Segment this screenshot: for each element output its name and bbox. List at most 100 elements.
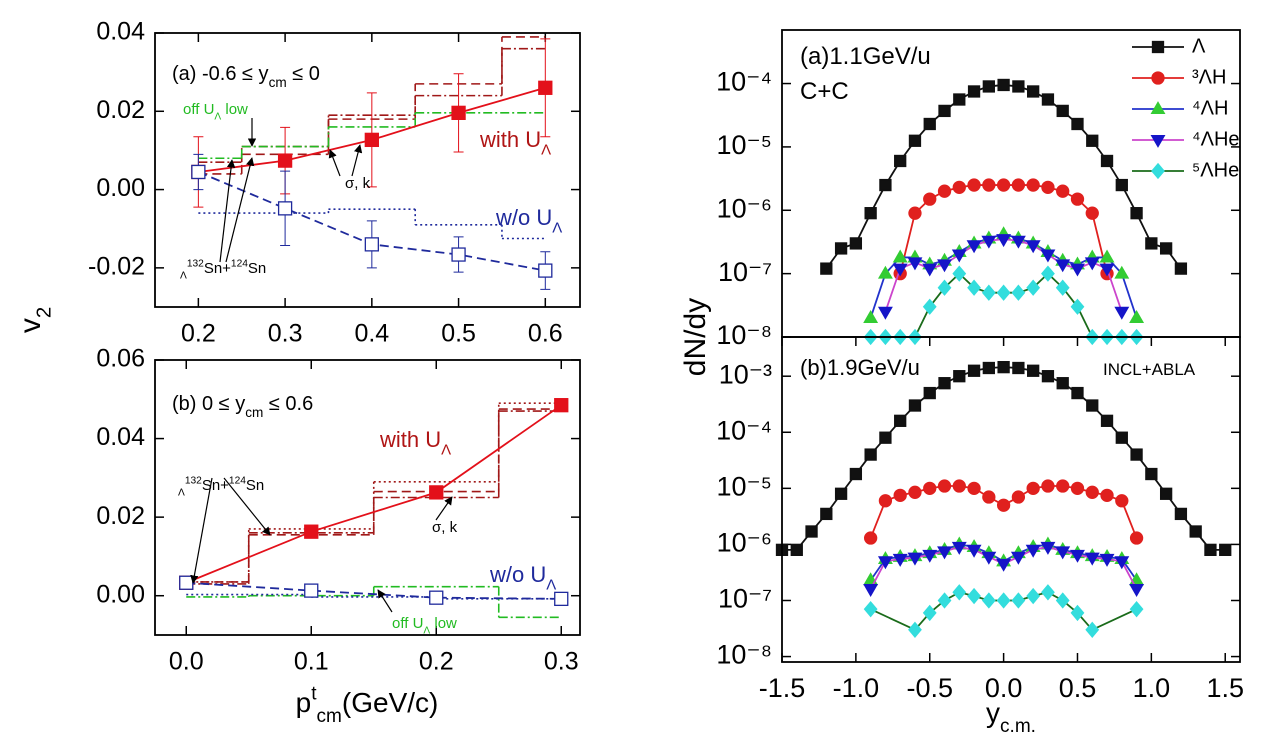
label-text: (a) -0.6 ≤ ycm ≤ 0 <box>172 63 320 90</box>
data-marker <box>1041 180 1055 195</box>
data-marker <box>1055 592 1070 609</box>
text-part: cm <box>317 706 342 727</box>
text-part: 124 <box>231 258 248 269</box>
text-part: Λ <box>541 142 551 159</box>
text-part: y <box>986 697 1000 728</box>
data-marker <box>1011 284 1026 301</box>
x-tick-label: 1.5 <box>1206 673 1244 703</box>
data-marker <box>907 552 923 566</box>
text-part: σ, k <box>345 175 371 192</box>
label-text: (b)1.9GeV/u <box>800 355 920 380</box>
data-marker <box>996 558 1012 572</box>
data-marker <box>967 364 981 377</box>
y-tick-label: 10⁻³ <box>719 359 772 389</box>
y-tick-label: 10⁻⁷ <box>718 584 772 614</box>
text-part: Λ <box>180 270 187 281</box>
text-part: 2 <box>34 307 56 318</box>
y-tick-label: 0.02 <box>96 96 145 124</box>
data-marker <box>1085 621 1100 638</box>
data-marker <box>1159 487 1173 500</box>
data-marker <box>1056 377 1069 390</box>
text-part: v <box>14 318 47 333</box>
data-marker <box>790 543 803 557</box>
data-marker <box>820 507 833 521</box>
data-marker <box>1071 117 1084 131</box>
label-text: v2 <box>14 307 56 333</box>
data-marker <box>364 132 379 148</box>
data-marker <box>1041 584 1055 601</box>
data-marker <box>451 247 466 262</box>
label-text: ptcm(GeV/c) <box>296 683 439 726</box>
data-marker <box>923 192 937 206</box>
text-part: σ, k <box>432 519 458 536</box>
data-marker <box>937 259 952 273</box>
data-marker <box>1040 249 1056 263</box>
text-part: 132 <box>185 475 202 486</box>
data-marker <box>937 546 952 560</box>
data-marker <box>179 575 194 590</box>
data-marker <box>429 485 444 500</box>
text-part: p <box>296 687 312 718</box>
legend-label: ³ΛH <box>1192 66 1226 88</box>
data-marker <box>1099 249 1115 263</box>
label-text: off UΛ low <box>392 615 457 636</box>
data-marker <box>1025 544 1041 558</box>
text-part: off U <box>392 615 423 632</box>
text-part: Λ <box>423 625 430 636</box>
data-marker <box>1129 531 1144 545</box>
pointer-arrow <box>435 496 453 521</box>
text-part: ≤ 0.6 <box>263 393 313 415</box>
x-tick-label: 0.1 <box>294 648 329 676</box>
data-marker <box>1100 414 1114 427</box>
data-marker <box>1055 259 1071 273</box>
data-marker <box>982 80 995 93</box>
data-marker <box>1129 310 1145 323</box>
data-marker <box>1204 543 1217 557</box>
data-marker <box>429 590 444 605</box>
data-marker <box>878 494 893 508</box>
pointer-arrow <box>351 144 363 177</box>
data-marker <box>1026 279 1041 296</box>
data-marker <box>892 553 908 567</box>
label-text: with UΛ <box>479 127 551 159</box>
text-part: 124 <box>229 475 246 486</box>
text-part: w/o U <box>489 562 546 587</box>
data-marker <box>1114 265 1130 279</box>
data-marker <box>1070 604 1085 622</box>
data-marker <box>907 257 923 271</box>
label-text: (b) 0 ≤ ycm ≤ 0.6 <box>172 393 313 420</box>
data-marker <box>951 249 967 263</box>
data-marker <box>923 386 936 400</box>
data-marker <box>1010 551 1026 565</box>
data-marker <box>554 591 569 607</box>
data-marker <box>1041 479 1055 493</box>
legend-label: Λ <box>1192 35 1206 57</box>
data-marker <box>1085 485 1099 499</box>
data-marker <box>981 284 996 301</box>
text-part: C+C <box>800 78 849 105</box>
x-tick-label: 0.0 <box>985 673 1023 703</box>
data-marker <box>1159 242 1173 255</box>
data-marker <box>1070 263 1085 277</box>
pointer-arrow <box>225 157 255 263</box>
legend-marker <box>1150 134 1166 148</box>
data-marker <box>1056 104 1069 118</box>
text-part: INCL+ABLA <box>1103 360 1196 379</box>
data-marker <box>952 479 966 493</box>
y-tick-label: 10⁻⁸ <box>716 320 772 350</box>
pointer-arrow <box>377 589 393 613</box>
x-tick-label: 0.0 <box>169 648 204 676</box>
text-part: Λ <box>546 577 556 594</box>
data-marker <box>1085 206 1099 220</box>
data-marker <box>981 551 997 565</box>
data-marker <box>1189 525 1202 538</box>
data-marker <box>892 263 908 277</box>
data-marker <box>967 587 981 605</box>
text-part: low <box>430 615 457 632</box>
data-marker <box>996 284 1011 301</box>
data-marker <box>937 479 952 493</box>
data-marker <box>864 448 877 461</box>
plot-frame <box>781 336 1241 663</box>
y-tick-label: 0.00 <box>96 174 145 202</box>
